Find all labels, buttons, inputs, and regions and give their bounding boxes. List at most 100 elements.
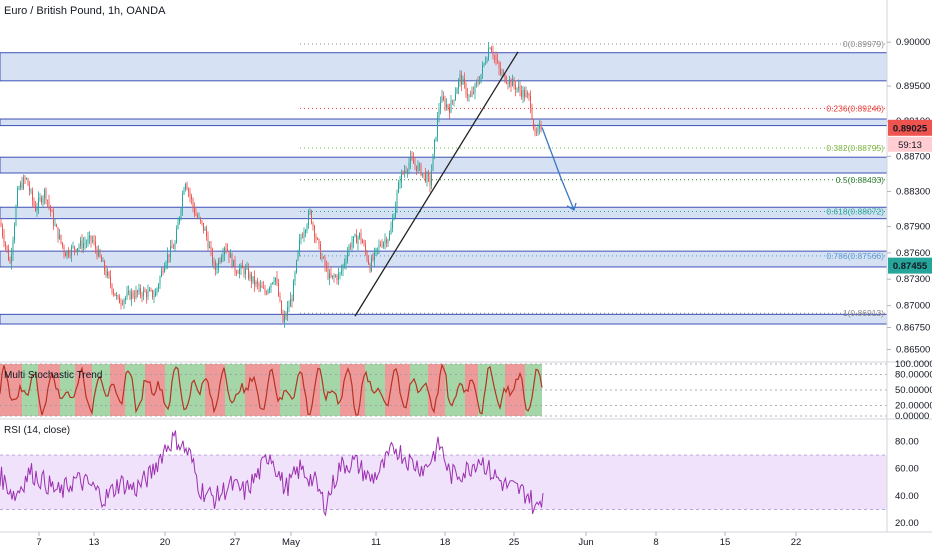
candle-body — [176, 229, 177, 243]
candle-body — [486, 59, 488, 63]
drawings[interactable] — [354, 51, 577, 317]
candle-body — [125, 297, 126, 300]
candle-body — [464, 78, 465, 84]
candle-body — [423, 172, 425, 174]
candle-body — [306, 225, 308, 231]
projection-arrow[interactable] — [541, 127, 575, 211]
stochastic-pane[interactable] — [0, 363, 887, 417]
candle-body — [384, 239, 386, 243]
candle-body — [426, 173, 428, 182]
candle-body — [29, 185, 30, 192]
price-pane[interactable]: 0(0.89979) 0.236(0.89246) 0.382(0.88795) 0.… — [0, 39, 888, 328]
candle-body — [513, 79, 515, 86]
candle-body — [264, 288, 266, 293]
trendline[interactable] — [354, 51, 519, 317]
fib-level-label: 0(0.89979) — [843, 39, 884, 49]
candle-body — [398, 182, 399, 193]
candle-body — [471, 91, 473, 97]
candle-body — [528, 93, 530, 96]
candle-body — [512, 79, 513, 87]
price-tick-label: 0.87600 — [896, 248, 930, 259]
candle-body — [221, 257, 222, 262]
candle-body — [209, 246, 210, 248]
candle-body — [320, 243, 321, 259]
candle-body — [483, 63, 485, 66]
candle-body — [207, 236, 209, 248]
candle-body — [126, 292, 128, 298]
candle-body — [57, 227, 59, 239]
time-axis[interactable]: 7 13 20 27 May 11 18 25 Jun 8 15 22 — [36, 532, 801, 548]
candle-body — [245, 268, 246, 275]
candle-body — [192, 199, 194, 207]
candle-body — [186, 183, 188, 190]
candle-body — [50, 205, 51, 212]
price-axis[interactable]: 0.900000.895000.891000.887000.883000.879… — [887, 37, 932, 355]
candle-body — [276, 277, 278, 284]
rsi-title[interactable]: RSI (14, close) — [4, 425, 70, 436]
rsi-pane[interactable] — [0, 430, 887, 517]
time-tick-label: 22 — [791, 537, 802, 548]
candle-body — [467, 94, 468, 97]
price-tick-label: 0.87900 — [896, 222, 930, 233]
candle-body — [497, 60, 498, 63]
time-tick-label: 25 — [509, 537, 520, 548]
rsi-tick-label: 20.00 — [895, 518, 919, 529]
candle-body — [134, 296, 135, 298]
candle-body — [26, 178, 27, 180]
candle-body — [363, 243, 365, 245]
symbol-title: Euro / British Pound, 1h, OANDA — [4, 5, 166, 17]
candle-body — [56, 224, 57, 228]
candle-body — [347, 252, 348, 261]
candle-body — [411, 156, 413, 160]
candle-body — [393, 217, 395, 220]
stoch-trend-band — [410, 364, 428, 416]
candle-body — [239, 268, 240, 274]
stochastic-title[interactable]: Multi Stochastic Trend — [4, 370, 102, 381]
candle-body — [87, 238, 89, 244]
candle-body — [254, 276, 255, 285]
candle-body — [377, 247, 378, 249]
candle-body — [158, 284, 159, 289]
candle-body — [23, 177, 24, 189]
candle-body — [407, 170, 408, 172]
candle-body — [534, 128, 536, 132]
candle-body — [197, 215, 198, 218]
candle-body — [101, 256, 102, 262]
candle-body — [330, 273, 332, 277]
countdown-tag — [888, 136, 932, 152]
candle-body — [509, 79, 510, 85]
candle-body — [416, 165, 417, 171]
candle-body — [408, 162, 410, 171]
sr-zone — [0, 156, 888, 174]
candle-body — [425, 172, 426, 182]
candle-body — [42, 197, 44, 203]
candle-body — [291, 299, 293, 302]
candle-body — [531, 108, 533, 120]
candle-body — [228, 251, 230, 258]
candle-body — [240, 265, 242, 269]
candle-body — [383, 242, 384, 247]
candle-body — [188, 189, 189, 192]
candle-body — [63, 246, 65, 254]
candle-body — [237, 272, 239, 274]
candle-body — [356, 234, 357, 244]
last-price-label: 0.89025 — [893, 123, 928, 134]
candle-body — [507, 83, 509, 85]
candle-body — [255, 281, 257, 285]
rsi-axis[interactable]: 80.00 60.00 40.00 20.00 — [895, 436, 919, 529]
candle-body — [459, 74, 461, 81]
candle-body — [473, 91, 474, 93]
candle-body — [191, 196, 192, 200]
fibonacci-retracement[interactable]: 0(0.89979) 0.236(0.89246) 0.382(0.88795) 0.… — [300, 39, 885, 318]
candle-body — [132, 292, 134, 297]
candle-body — [147, 290, 149, 298]
candle-body — [38, 197, 39, 208]
candle-body — [422, 172, 423, 176]
fib-level-label: 0.236(0.89246) — [826, 103, 884, 113]
candle-body — [51, 211, 53, 212]
candle-body — [365, 244, 366, 252]
candle-body — [369, 264, 371, 272]
